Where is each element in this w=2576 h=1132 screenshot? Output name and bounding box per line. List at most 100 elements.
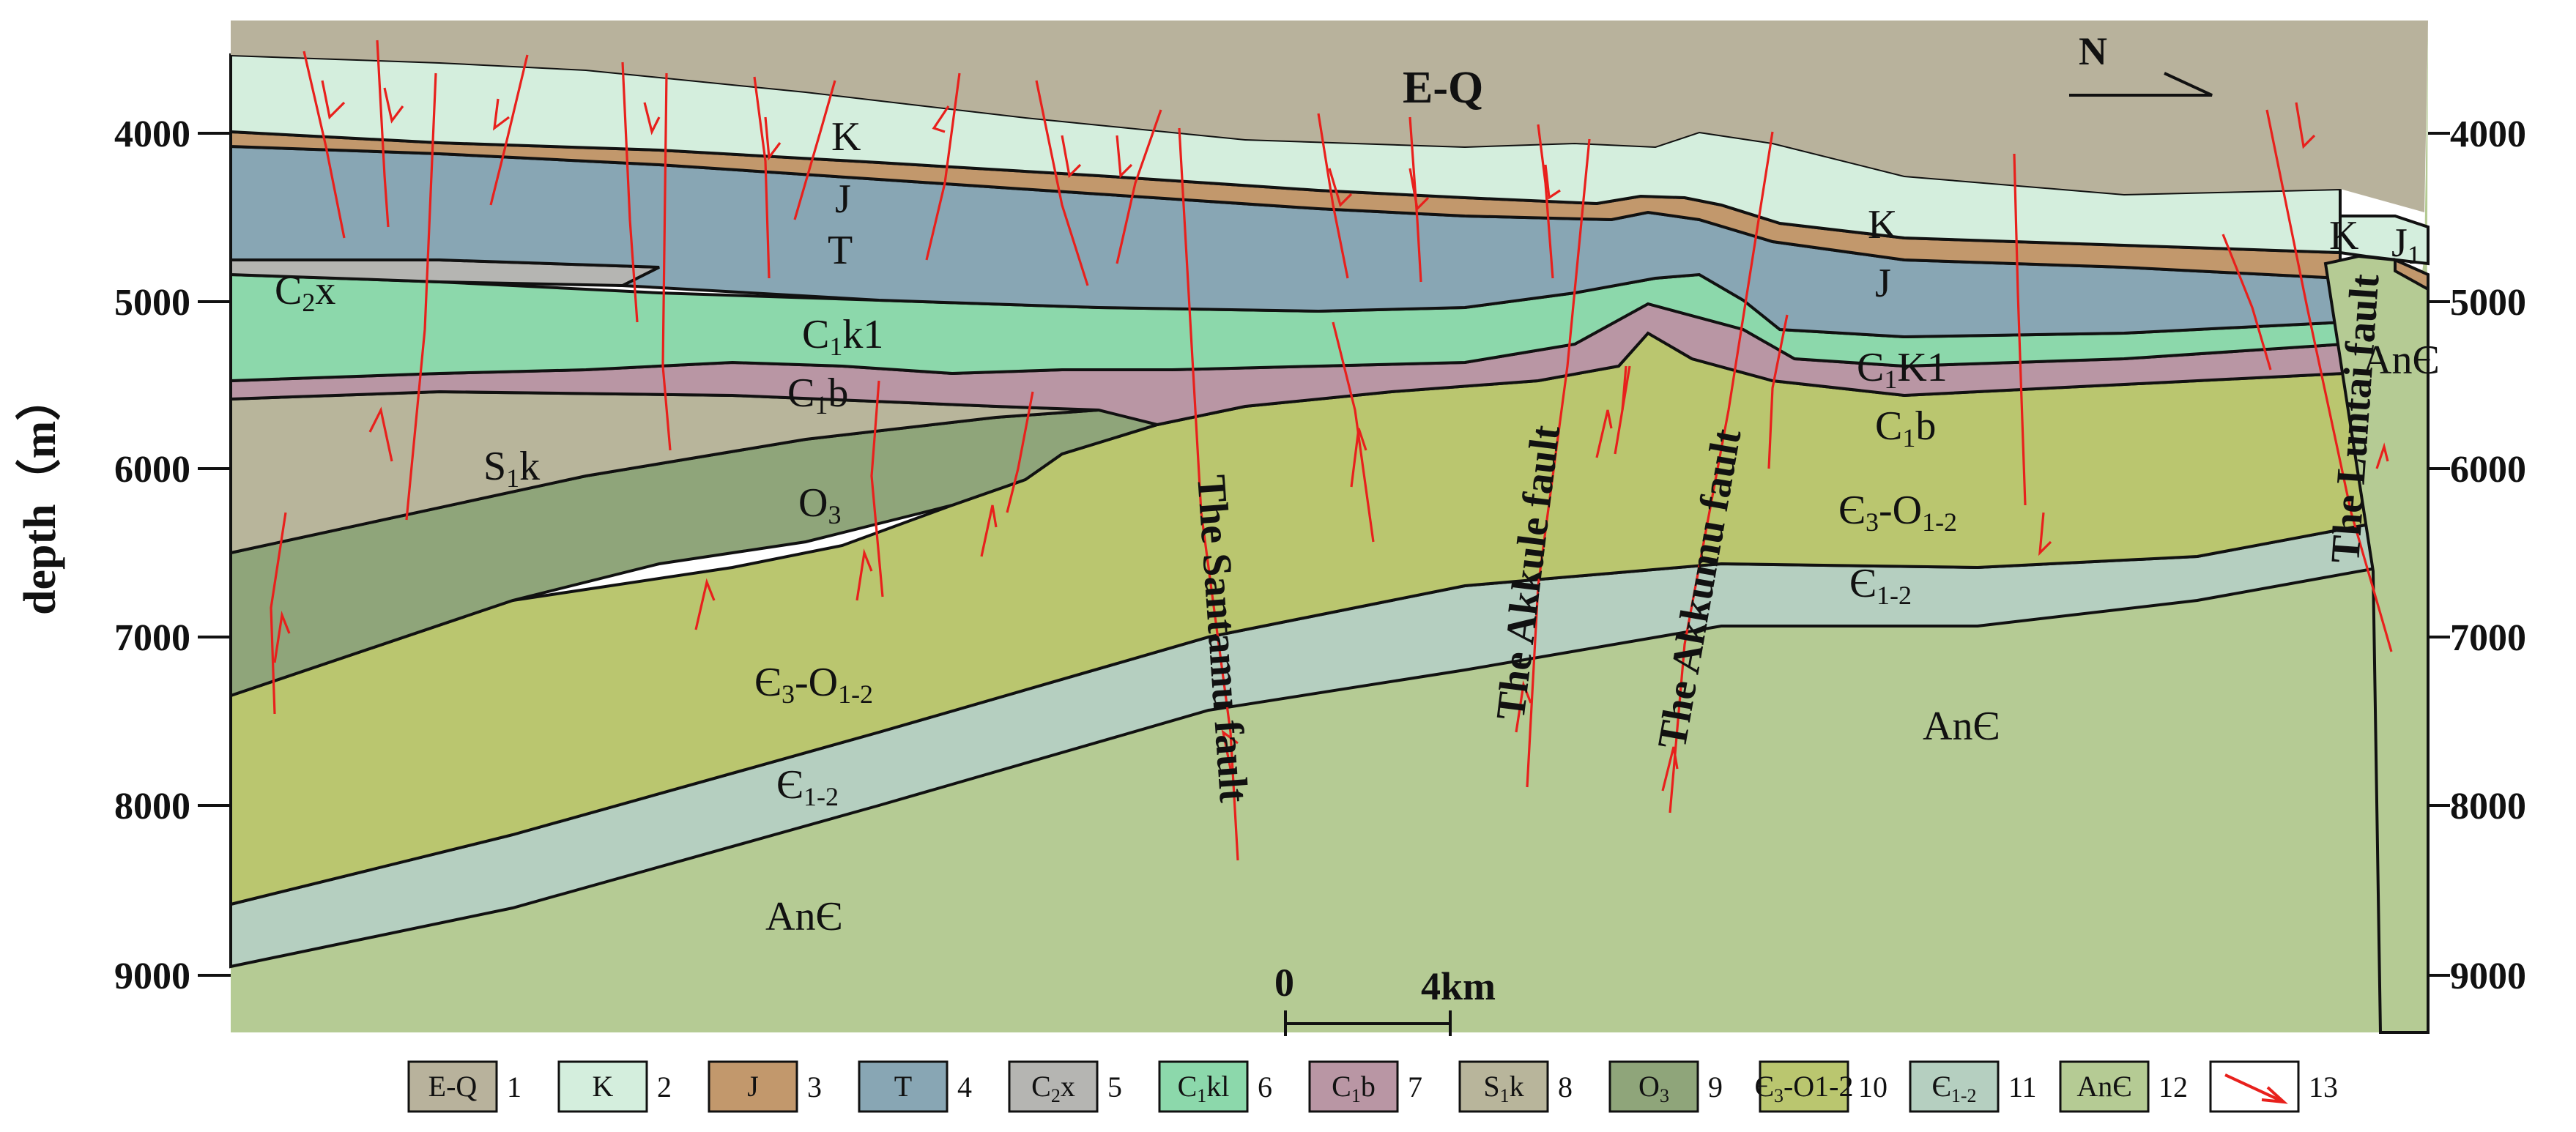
legend-label: AnЄ bbox=[2076, 1070, 2131, 1103]
legend-label: O3 bbox=[1638, 1070, 1669, 1106]
north-arrow-icon bbox=[2069, 72, 2213, 97]
minor-fault bbox=[1332, 321, 1375, 543]
legend-swatch bbox=[1308, 1060, 1399, 1113]
label-j-right: J bbox=[1875, 261, 1891, 306]
legend-label: K bbox=[593, 1070, 614, 1103]
legend-number: 7 bbox=[1408, 1070, 1422, 1103]
legend-number: 10 bbox=[1858, 1070, 1888, 1103]
legend-number: 6 bbox=[1258, 1070, 1272, 1103]
fault-arrow bbox=[980, 504, 998, 557]
fault-arrow bbox=[694, 578, 716, 630]
fault-arrow bbox=[383, 87, 404, 124]
label-e3o12-right: Є3-O1-2 bbox=[1838, 488, 1957, 537]
legend-number: 3 bbox=[807, 1070, 822, 1103]
fault-arrow bbox=[1350, 428, 1367, 488]
label-k-far: K bbox=[2329, 213, 2358, 258]
minor-fault bbox=[793, 80, 836, 220]
tick-label-left: 8000 bbox=[114, 786, 190, 827]
label-e12-left: Є1-2 bbox=[776, 762, 839, 811]
label-eq: E-Q bbox=[1403, 63, 1483, 113]
legend-number: 9 bbox=[1708, 1070, 1723, 1103]
layer-k-right bbox=[2339, 215, 2430, 266]
fault-arrow bbox=[1544, 164, 1561, 200]
label-ane-mid: AnЄ bbox=[1923, 704, 2000, 749]
legend-label: C1kl bbox=[1178, 1070, 1230, 1106]
fault-akkumu bbox=[1669, 131, 1774, 813]
legend-number: 13 bbox=[2309, 1070, 2338, 1103]
tick-label-left: 5000 bbox=[114, 282, 190, 324]
fault-arrow bbox=[1408, 168, 1430, 212]
fault-akkule bbox=[1526, 138, 1591, 788]
minor-fault bbox=[1116, 109, 1162, 264]
minor-fault bbox=[489, 54, 529, 206]
minor-fault bbox=[621, 62, 639, 323]
layer-ane bbox=[231, 21, 2428, 1032]
legend-swatch bbox=[1458, 1060, 1549, 1113]
ticks-left bbox=[198, 132, 231, 977]
fault-arrow bbox=[492, 98, 510, 131]
legend-swatch bbox=[858, 1060, 949, 1113]
label-c1k1-right: C1K1 bbox=[1857, 345, 1948, 394]
tick-label-left: 9000 bbox=[114, 956, 190, 997]
fault-arrow bbox=[273, 610, 291, 663]
legend-number: 1 bbox=[507, 1070, 521, 1103]
fault-arrow bbox=[1515, 679, 1532, 733]
scale-bar: 0 4km bbox=[1274, 961, 1496, 1036]
minor-fault bbox=[1621, 365, 1627, 411]
label-t-main: T bbox=[828, 228, 853, 273]
fault-arrow bbox=[1595, 409, 1613, 458]
minor-fault bbox=[925, 72, 961, 261]
legend-number: 2 bbox=[657, 1070, 672, 1103]
fault-arrow bbox=[2295, 102, 2316, 149]
label-c2x: C2x bbox=[275, 268, 335, 317]
tick-label-right: 9000 bbox=[2450, 956, 2526, 997]
layer-j-right bbox=[2394, 257, 2430, 292]
fault-arrow bbox=[932, 105, 950, 133]
fault-arrow bbox=[2375, 442, 2389, 469]
minor-fault bbox=[302, 51, 346, 239]
tick-label-left: 7000 bbox=[114, 617, 190, 659]
layers bbox=[229, 21, 2430, 1034]
legend-swatch bbox=[557, 1060, 648, 1113]
minor-fault bbox=[270, 512, 287, 715]
north-arrow: N bbox=[2069, 29, 2213, 97]
legend-label: E-Q bbox=[428, 1070, 478, 1103]
fault-arrow bbox=[643, 102, 661, 135]
tick-label-left: 6000 bbox=[114, 449, 190, 491]
fault-arrow bbox=[1116, 135, 1133, 179]
minor-fault bbox=[1317, 113, 1349, 279]
legend-number: 5 bbox=[1107, 1070, 1122, 1103]
legend-swatch bbox=[1608, 1060, 1699, 1113]
minor-fault bbox=[1767, 314, 1789, 469]
legend-label: Є3-O1-2 bbox=[1755, 1070, 1854, 1106]
minor-fault bbox=[2013, 153, 2027, 506]
fault-arrow bbox=[764, 116, 782, 161]
unit-labels: E-Q K J T K J K J1 C2x C1k1 C1K1 C1b C1b… bbox=[275, 63, 2439, 939]
label-j-main: J bbox=[835, 176, 851, 222]
tick-label-right: 8000 bbox=[2450, 786, 2526, 827]
label-k-main: K bbox=[831, 114, 861, 160]
legend-swatch bbox=[2209, 1060, 2300, 1113]
ticks-right bbox=[2428, 132, 2450, 977]
legend-label: Є1-2 bbox=[1931, 1070, 1976, 1106]
label-o3: O3 bbox=[798, 480, 841, 529]
layer-eq bbox=[231, 21, 2428, 212]
minor-fault bbox=[1035, 80, 1089, 286]
minor-fault bbox=[376, 40, 390, 228]
minor-fault bbox=[661, 72, 672, 451]
y-axis-title: depth（m） bbox=[14, 376, 65, 615]
label-c1b-right: C1b bbox=[1875, 403, 1936, 453]
fault-luntai bbox=[2265, 109, 2393, 652]
tick-label-left: 4000 bbox=[114, 113, 190, 155]
y-axis-left: 4000 5000 6000 7000 8000 9000 depth（m） bbox=[14, 113, 231, 997]
legend-label: C1b bbox=[1332, 1070, 1376, 1106]
minor-fault bbox=[753, 76, 771, 279]
fault-arrow bbox=[368, 406, 393, 462]
minor-fault bbox=[1537, 124, 1554, 279]
label-ane-left: AnЄ bbox=[765, 894, 842, 939]
label-c1k1-left: C1k1 bbox=[802, 312, 883, 361]
layer-ane-right bbox=[2323, 254, 2430, 1034]
legend-swatch bbox=[708, 1060, 798, 1113]
fault-arrow bbox=[855, 548, 873, 601]
legend-swatch bbox=[1008, 1060, 1099, 1113]
